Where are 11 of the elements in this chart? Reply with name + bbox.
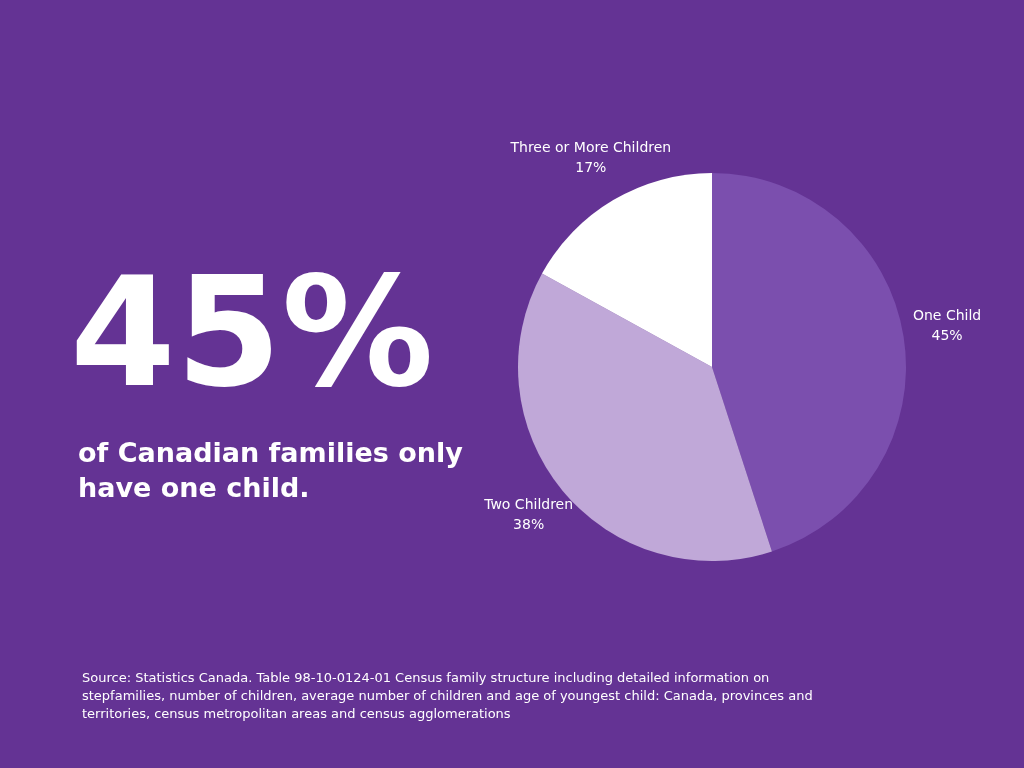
source-note: Source: Statistics Canada. Table 98-10-0124-01 Census family structure including detailed information on stepfamilies, number of children, average number of children and age of youngest child: Canada, provinces and territories, census metropolitan areas and census agglomerations bbox=[82, 670, 813, 721]
slice-label: Two Children bbox=[483, 495, 574, 512]
text: 45% bbox=[70, 244, 434, 421]
data-label: 38% bbox=[513, 515, 545, 532]
pie-slice bbox=[542, 173, 712, 367]
data-label: 17% bbox=[575, 159, 607, 176]
slice-label: Three or More Children bbox=[509, 139, 672, 156]
text: of Canadian families only have one child. bbox=[78, 437, 464, 503]
pie-slice bbox=[712, 173, 906, 552]
data-label: 45% bbox=[931, 326, 963, 343]
slice-label: One Child bbox=[912, 306, 982, 323]
